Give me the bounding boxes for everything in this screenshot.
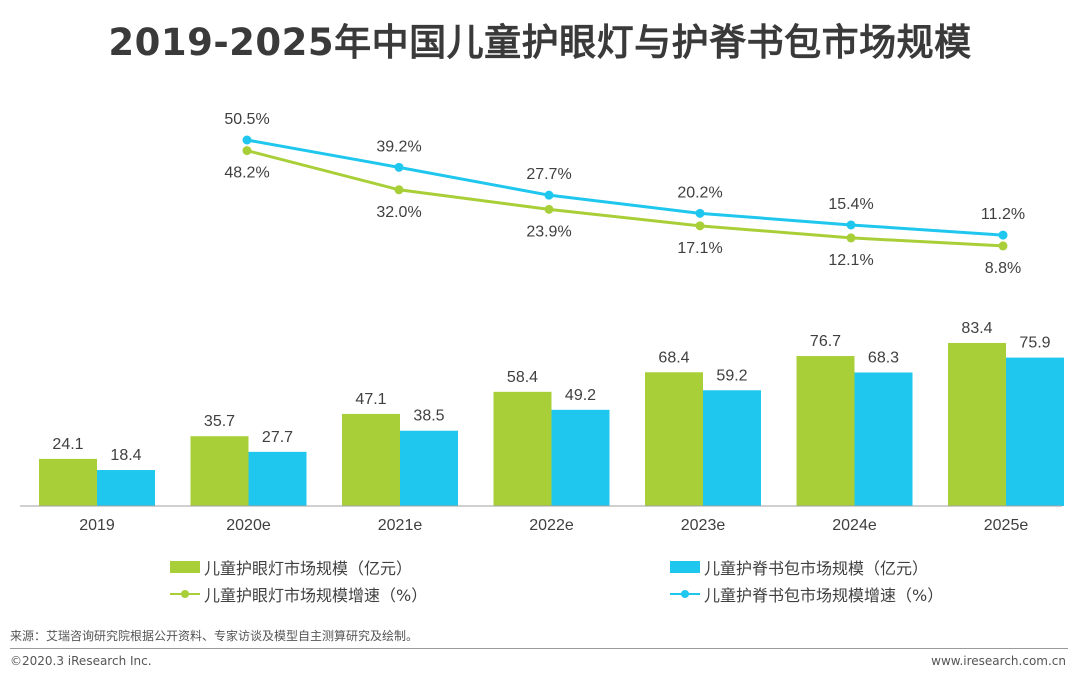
bar-value-label: 49.2 [565,387,596,404]
growth-label-schoolbag: 15.4% [828,196,873,213]
bar-eye-lamp-2019 [39,458,97,506]
footer-divider [10,648,1068,649]
bar-schoolbag-2021e [400,430,458,506]
growth-label-eye-lamp: 32.0% [376,204,421,221]
bar-value-label: 27.7 [262,429,293,446]
bar-schoolbag-2025e [1006,357,1064,506]
growth-label-schoolbag: 11.2% [981,206,1025,223]
bar-eye-lamp-2024e [796,356,855,506]
bar-value-label: 76.7 [810,333,841,350]
growth-label-eye-lamp: 17.1% [677,240,722,257]
x-tick-label: 2024e [832,517,877,534]
website-link[interactable]: www.iresearch.com.cn [931,654,1066,668]
growth-label-schoolbag: 20.2% [677,184,722,201]
bar-value-label: 38.5 [413,408,444,425]
bar-schoolbag-2019 [97,470,155,506]
legend-swatch-blue-line [670,588,700,600]
growth-label-eye-lamp: 8.8% [985,260,1021,277]
bar-eye-lamp-2021e [342,413,400,506]
point-eye-lamp-growth [544,204,554,214]
growth-label-schoolbag: 50.5% [224,111,269,128]
legend-blue-line: 儿童护脊书包市场规模增速（%） [670,582,943,606]
bar-value-label: 58.4 [507,369,538,386]
chart-title: 2019-2025年中国儿童护眼灯与护脊书包市场规模 [108,21,972,64]
x-tick-label: 2022e [529,517,574,534]
point-eye-lamp-growth [695,221,705,231]
bar-value-label: 47.1 [355,391,386,408]
legend-label: 儿童护脊书包市场规模增速（%） [704,586,944,605]
legend-swatch-green-line [170,588,200,600]
legend-blue-bar: 儿童护脊书包市场规模（亿元） [670,555,928,579]
point-schoolbag-growth [998,230,1008,240]
source-note: 来源：艾瑞咨询研究院根据公开资料、专家访谈及模型自主测算研究及绘制。 [10,629,419,643]
bar-eye-lamp-2020e [190,436,249,506]
copyright-text: ©2020.3 iResearch Inc. [10,654,152,668]
bar-eye-lamp-2022e [493,391,552,506]
legend-swatch-green-bar [170,561,200,573]
legend-green-line: 儿童护眼灯市场规模增速（%） [170,582,427,606]
point-eye-lamp-growth [242,146,252,156]
legend-label: 儿童护眼灯市场规模增速（%） [204,586,428,605]
point-schoolbag-growth [242,135,252,145]
growth-label-schoolbag: 27.7% [526,166,571,183]
legend-label: 儿童护脊书包市场规模（亿元） [704,559,929,578]
bar-eye-lamp-2025e [948,342,1006,506]
growth-label-eye-lamp: 23.9% [526,223,571,240]
point-schoolbag-growth [544,190,554,200]
x-tick-label: 2023e [681,517,726,534]
bar-schoolbag-2022e [551,409,610,506]
legend-swatch-blue-bar [670,561,700,573]
point-schoolbag-growth [846,220,856,230]
point-eye-lamp-growth [394,185,404,195]
point-schoolbag-growth [695,208,705,218]
bar-value-label: 68.4 [658,349,689,366]
growth-label-eye-lamp: 12.1% [828,252,873,269]
bar-value-label: 68.3 [868,349,899,366]
bar-schoolbag-2024e [854,372,913,506]
x-tick-label: 2020e [226,517,271,534]
bar-value-label: 24.1 [52,436,83,453]
line-eye-lamp-growth [246,149,1004,248]
bar-eye-lamp-2023e [645,372,703,506]
bar-value-label: 83.4 [961,320,992,337]
point-eye-lamp-growth [998,241,1008,251]
legend-label: 儿童护眼灯市场规模（亿元） [204,559,413,578]
bar-schoolbag-2023e [703,390,761,506]
x-tick-label: 2021e [378,517,423,534]
bar-schoolbag-2020e [248,451,307,506]
point-schoolbag-growth [394,162,404,172]
x-tick-label: 2025e [984,517,1029,534]
point-eye-lamp-growth [846,233,856,243]
bar-value-label: 18.4 [110,447,141,464]
bar-value-label: 59.2 [716,367,747,384]
bar-value-label: 35.7 [204,413,235,430]
growth-label-schoolbag: 39.2% [376,138,421,155]
growth-label-eye-lamp: 48.2% [224,165,269,182]
x-tick-label: 2019 [79,517,115,534]
line-schoolbag-growth [246,138,1004,237]
legend-green-bar: 儿童护眼灯市场规模（亿元） [170,555,412,579]
bar-value-label: 75.9 [1019,335,1050,352]
